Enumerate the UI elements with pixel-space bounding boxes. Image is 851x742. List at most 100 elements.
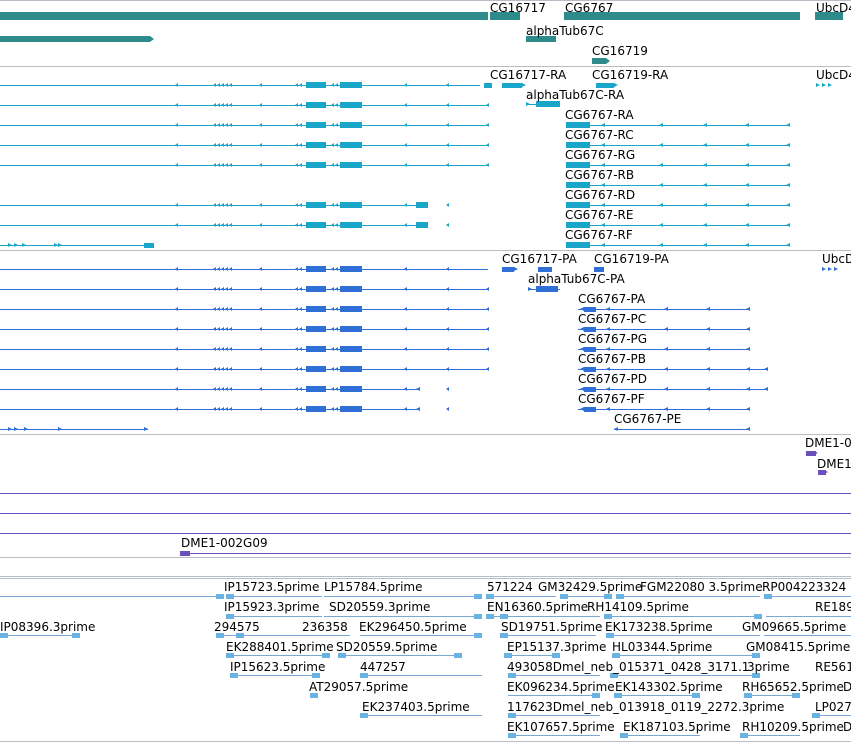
- intron-line[interactable]: [216, 635, 236, 636]
- feature-label[interactable]: DME1-0: [805, 436, 851, 450]
- intron-line[interactable]: [508, 695, 600, 696]
- exon-block[interactable]: [566, 202, 590, 208]
- exon-block[interactable]: [508, 732, 516, 738]
- intron-line[interactable]: [0, 635, 80, 636]
- feature-label[interactable]: GM09665.5prime: [742, 620, 847, 634]
- gene-feature-cg16719[interactable]: [592, 58, 606, 64]
- exon-block[interactable]: [340, 326, 362, 332]
- feature-label[interactable]: alphaTub67C-RA: [526, 88, 625, 102]
- intron-line[interactable]: [0, 329, 488, 330]
- exon-block[interactable]: [754, 613, 762, 619]
- feature-label[interactable]: CG16717-RA: [490, 68, 567, 82]
- feature-label[interactable]: CG6767-RD: [565, 188, 636, 202]
- feature-label[interactable]: CG6767-RF: [565, 228, 633, 242]
- intron-line[interactable]: [606, 635, 760, 636]
- exon-block[interactable]: [764, 593, 772, 599]
- gene-feature-alphatub67c[interactable]: [526, 36, 556, 42]
- gene-feature-cg16717[interactable]: [0, 12, 488, 20]
- exon-block[interactable]: [312, 672, 320, 678]
- exon-block[interactable]: [606, 632, 614, 638]
- feature-label[interactable]: HL03344.5prime: [612, 640, 713, 654]
- feature-label[interactable]: D: [843, 680, 851, 694]
- exon-block[interactable]: [502, 266, 514, 272]
- exon-block[interactable]: [216, 632, 224, 638]
- intron-line[interactable]: [0, 369, 488, 370]
- exon-block[interactable]: [500, 613, 508, 619]
- exon-block[interactable]: [504, 652, 512, 658]
- intron-line[interactable]: [508, 675, 600, 676]
- intron-line[interactable]: [566, 165, 790, 166]
- exon-block[interactable]: [306, 346, 326, 352]
- feature-label[interactable]: 294575: [214, 620, 260, 634]
- exon-block[interactable]: [226, 593, 234, 599]
- exon-block[interactable]: [752, 672, 760, 678]
- exon-block[interactable]: [416, 222, 428, 228]
- exon-block[interactable]: [566, 142, 590, 148]
- exon-block[interactable]: [536, 286, 558, 292]
- feature-label[interactable]: LP15784.5prime: [324, 580, 423, 594]
- intron-line[interactable]: [0, 245, 150, 246]
- exon-block[interactable]: [306, 406, 326, 412]
- exon-block[interactable]: [340, 222, 362, 228]
- intron-line[interactable]: [566, 125, 790, 126]
- feature-label[interactable]: EK288401.5prime: [226, 640, 334, 654]
- exon-block[interactable]: [500, 632, 508, 638]
- intron-line[interactable]: [740, 735, 800, 736]
- intron-line[interactable]: [566, 245, 790, 246]
- exon-block[interactable]: [306, 286, 326, 292]
- exon-block[interactable]: [236, 632, 244, 638]
- exon-block[interactable]: [340, 346, 362, 352]
- exon-block[interactable]: [340, 286, 362, 292]
- exon-block[interactable]: [584, 306, 596, 312]
- feature-label[interactable]: CG6767: [565, 1, 614, 15]
- gene-feature-left[interactable]: [0, 36, 150, 42]
- exon-block[interactable]: [614, 692, 622, 698]
- exon-block[interactable]: [340, 142, 362, 148]
- feature-label[interactable]: FGM22080 3.5prime: [640, 580, 763, 594]
- exon-block[interactable]: [552, 652, 560, 658]
- intron-line[interactable]: [0, 389, 420, 390]
- exon-block[interactable]: [474, 593, 482, 599]
- intron-line[interactable]: [180, 553, 851, 554]
- exon-block[interactable]: [306, 162, 326, 168]
- intron-line[interactable]: [566, 225, 790, 226]
- feature-label[interactable]: CG6767-PG: [578, 332, 648, 346]
- intron-line[interactable]: [578, 369, 768, 370]
- intron-line[interactable]: [566, 205, 790, 206]
- exon-block[interactable]: [584, 406, 596, 412]
- exon-block[interactable]: [538, 266, 552, 272]
- feature-label[interactable]: CG6767-PA: [578, 292, 646, 306]
- intron-line[interactable]: [0, 429, 148, 430]
- feature-label[interactable]: 447257: [360, 660, 406, 674]
- feature-label[interactable]: IP08396.3prime: [0, 620, 96, 634]
- feature-label[interactable]: LP027: [815, 700, 851, 714]
- feature-label[interactable]: EK107657.5prime: [507, 720, 615, 734]
- exon-block[interactable]: [620, 732, 628, 738]
- intron-line[interactable]: [614, 695, 700, 696]
- intron-line[interactable]: [764, 596, 851, 597]
- exon-block[interactable]: [584, 346, 596, 352]
- exon-block[interactable]: [340, 386, 362, 392]
- exon-block[interactable]: [604, 613, 612, 619]
- feature-label[interactable]: EK237403.5prime: [362, 700, 470, 714]
- exon-block[interactable]: [340, 266, 362, 272]
- exon-block[interactable]: [340, 102, 362, 108]
- feature-label[interactable]: IP15623.5prime: [230, 660, 326, 674]
- exon-block[interactable]: [322, 652, 330, 658]
- exon-block[interactable]: [306, 202, 326, 208]
- gene-feature-cg6767[interactable]: [564, 12, 800, 20]
- exon-block[interactable]: [306, 222, 326, 228]
- feature-label[interactable]: CG16719-RA: [592, 68, 669, 82]
- exon-block[interactable]: [310, 692, 318, 698]
- exon-block[interactable]: [610, 672, 618, 678]
- intron-line[interactable]: [612, 655, 760, 656]
- feature-label[interactable]: RP004223324: [762, 580, 847, 594]
- intron-line[interactable]: [812, 715, 851, 716]
- exon-block[interactable]: [340, 162, 362, 168]
- feature-label[interactable]: SD19751.5prime: [501, 620, 603, 634]
- feature-label[interactable]: UbcD: [822, 252, 851, 266]
- exon-block[interactable]: [306, 102, 326, 108]
- exon-block[interactable]: [416, 202, 428, 208]
- feature-label[interactable]: CG6767-PD: [578, 372, 648, 386]
- intron-line[interactable]: [766, 616, 851, 617]
